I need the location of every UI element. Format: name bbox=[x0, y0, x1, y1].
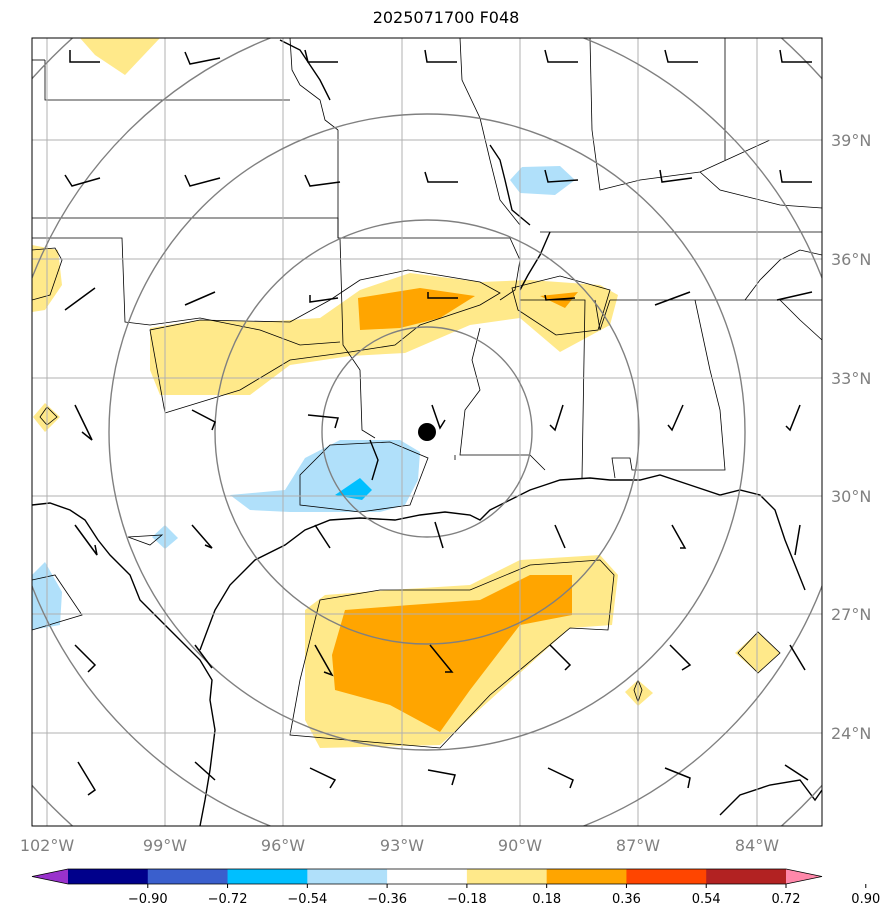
lat-label: 36°N bbox=[831, 250, 871, 269]
colorbar-extend-min bbox=[32, 869, 68, 884]
colorbar-segment bbox=[626, 869, 707, 884]
lon-label: 84°W bbox=[735, 836, 779, 855]
lat-label: 39°N bbox=[831, 131, 871, 150]
colorbar-segment bbox=[227, 869, 308, 884]
lon-label: 102°W bbox=[20, 836, 75, 855]
colorbar-segment bbox=[147, 869, 229, 884]
colorbar-segment bbox=[546, 869, 627, 884]
colorbar-tick-label: −0.90 bbox=[128, 892, 168, 907]
colorbar-segment bbox=[706, 869, 787, 884]
lon-label: 90°W bbox=[498, 836, 542, 855]
lon-label: 93°W bbox=[380, 836, 424, 855]
colorbar-tick-label: −0.54 bbox=[287, 892, 327, 907]
fill-yellow-small-east bbox=[625, 680, 653, 706]
colorbar-tick-label: 0.90 bbox=[851, 892, 880, 907]
wind-barbs bbox=[64, 49, 813, 796]
colorbar-tick-label: −0.18 bbox=[447, 892, 487, 907]
colorbar-segment bbox=[466, 869, 548, 884]
fill-yellow-top-left bbox=[80, 38, 160, 75]
lon-label: 96°W bbox=[261, 836, 305, 855]
lat-label: 24°N bbox=[831, 724, 871, 743]
colorbar-tick-label: 0.36 bbox=[612, 892, 641, 907]
fill-yellow-band-central bbox=[150, 273, 618, 395]
fill-blue-missouri bbox=[510, 166, 575, 195]
field-contours bbox=[32, 247, 781, 749]
graticule bbox=[32, 38, 822, 826]
negative-anomaly-areas bbox=[32, 166, 575, 630]
colorbar-segment bbox=[68, 869, 149, 884]
fill-blue-texas-coast bbox=[230, 440, 420, 512]
fill-blue-darker bbox=[335, 478, 372, 500]
colorbar-tick-label: 0.54 bbox=[692, 892, 721, 907]
colorbar-segment bbox=[307, 869, 388, 884]
colorbar-tick-label: −0.36 bbox=[367, 892, 407, 907]
storm-center-marker bbox=[418, 423, 436, 441]
colorbar-tick-label: 0.18 bbox=[532, 892, 561, 907]
lat-label: 27°N bbox=[831, 605, 871, 624]
colorbar: −0.90 −0.72 −0.54 −0.36 −0.18 0.18 0.36 0.54 0.7… bbox=[31, 868, 880, 907]
lon-label: 87°W bbox=[616, 836, 660, 855]
map-frame bbox=[31, 37, 823, 827]
colorbar-tick-label: 0.72 bbox=[772, 892, 801, 907]
state-borders bbox=[32, 38, 822, 479]
colorbar-tick-label: −0.72 bbox=[208, 892, 248, 907]
lat-label: 30°N bbox=[831, 487, 871, 506]
colorbar-outline bbox=[31, 868, 823, 885]
lat-label: 33°N bbox=[831, 369, 871, 388]
colorbar-extend-max bbox=[786, 869, 822, 884]
map-title: 2025071700 F048 bbox=[372, 8, 520, 27]
colorbar-segment bbox=[387, 869, 468, 884]
latitude-labels: 39°N 36°N 33°N 30°N 27°N 24°N bbox=[831, 131, 871, 743]
longitude-labels: 102°W 99°W 96°W 93°W 90°W 87°W 84°W bbox=[20, 836, 779, 855]
lon-label: 99°W bbox=[143, 836, 187, 855]
